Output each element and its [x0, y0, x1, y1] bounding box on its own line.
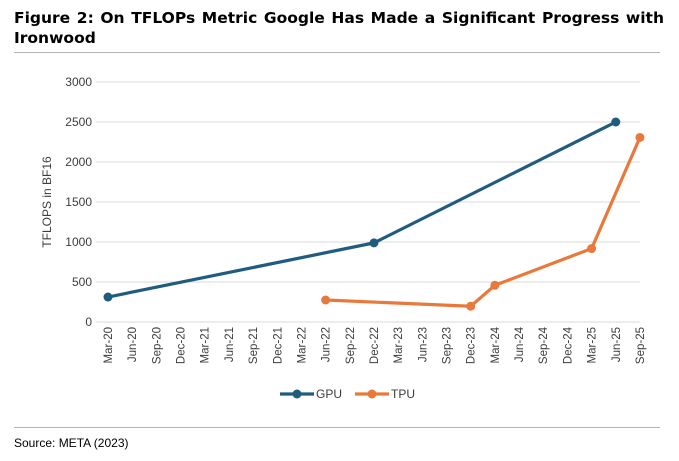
x-axis-ticks: Mar-20 Jun-20 Sep-20 Dec-20 Mar-21 Jun-21 Sep-…: [103, 326, 647, 364]
x-tick-label: Dec-24: [562, 326, 574, 364]
x-tick-label: Jun-25: [611, 327, 623, 362]
y-axis-ticks: 0 500 1000 1500 2000 2500 3000: [65, 75, 92, 329]
x-tick-label: Jun-24: [514, 326, 526, 362]
x-tick-label: Sep-21: [248, 327, 260, 364]
y-tick-label: 0: [85, 315, 92, 329]
x-tick-label: Mar-20: [103, 327, 115, 363]
source-note: Source: META (2023): [14, 436, 129, 450]
x-tick-label: Jun-22: [321, 327, 333, 362]
x-tick-label: Sep-20: [151, 327, 163, 364]
legend-marker-tpu: [367, 389, 377, 399]
source-divider: [14, 427, 660, 428]
legend: GPU TPU: [280, 387, 415, 401]
x-tick-label: Sep-23: [442, 327, 454, 364]
data-point-gpu: [611, 117, 621, 127]
x-tick-label: Jun-23: [417, 327, 429, 362]
x-tick-label: Sep-25: [635, 327, 647, 364]
x-tick-label: Mar-25: [587, 327, 599, 363]
x-tick-label: Mar-23: [393, 327, 405, 363]
x-tick-label: Sep-22: [345, 327, 357, 364]
y-tick-label: 2500: [65, 115, 92, 129]
data-point-tpu: [635, 132, 645, 142]
x-tick-label: Dec-20: [176, 327, 188, 364]
gridlines: [96, 81, 640, 323]
y-tick-label: 3000: [65, 75, 92, 89]
series-line-tpu: [324, 135, 642, 308]
x-tick-label: Mar-22: [296, 327, 308, 363]
x-tick-label: Jun-21: [224, 327, 236, 362]
y-tick-label: 1000: [65, 235, 92, 249]
y-axis-label: TFLOPS in BF16: [40, 156, 54, 248]
data-point-tpu: [321, 295, 331, 305]
x-tick-label: Mar-24: [490, 326, 502, 363]
y-tick-label: 2000: [65, 155, 92, 169]
x-tick-label: Sep-24: [538, 326, 550, 364]
x-tick-label: Dec-21: [272, 327, 284, 364]
data-point-tpu: [466, 301, 476, 311]
title-divider: [14, 52, 660, 53]
series-line-gpu: [106, 120, 618, 299]
series-lines: [103, 117, 645, 311]
x-tick-label: Mar-21: [200, 327, 212, 363]
legend-label-gpu: GPU: [316, 387, 342, 401]
data-point-tpu: [490, 280, 500, 290]
figure-title: Figure 2: On TFLOPs Metric Google Has Ma…: [14, 9, 664, 47]
x-tick-label: Dec-22: [369, 327, 381, 364]
data-point-gpu: [369, 238, 379, 248]
x-tick-label: Jun-20: [127, 327, 139, 362]
x-tick-label: Dec-23: [466, 327, 478, 364]
y-tick-label: 1500: [65, 195, 92, 209]
legend-marker-gpu: [292, 389, 302, 399]
legend-label-tpu: TPU: [391, 387, 415, 401]
data-point-tpu: [587, 244, 597, 254]
y-tick-label: 500: [72, 275, 92, 289]
data-point-gpu: [103, 292, 113, 302]
